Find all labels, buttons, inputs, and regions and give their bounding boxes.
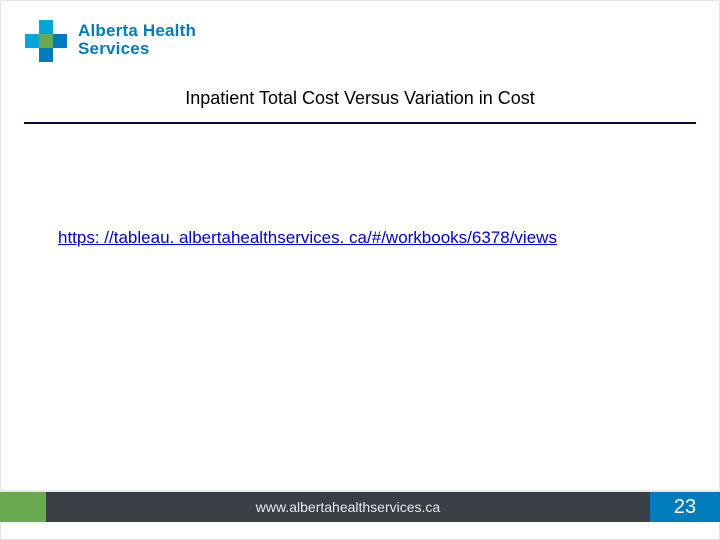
tableau-link[interactable]: https: //tableau. albertahealthservices.… [58, 228, 557, 247]
ahs-logo-mark [24, 18, 68, 62]
ahs-logo: Alberta Health Services [24, 18, 196, 62]
logo-text-line2: Services [78, 40, 196, 58]
footer-page-badge: 23 [650, 492, 720, 522]
tableau-link-container: https: //tableau. albertahealthservices.… [58, 228, 557, 248]
logo-text-line1: Alberta Health [78, 22, 196, 40]
title-divider [24, 122, 696, 124]
footer-accent-green [0, 492, 46, 522]
footer-bar: www.albertahealthservices.ca [46, 492, 650, 522]
footer-url: www.albertahealthservices.ca [256, 499, 440, 515]
ahs-logo-text: Alberta Health Services [78, 22, 196, 58]
slide-border [0, 0, 720, 540]
page-title: Inpatient Total Cost Versus Variation in… [0, 88, 720, 109]
page-number: 23 [674, 496, 696, 519]
footer: www.albertahealthservices.ca 23 [0, 492, 720, 522]
